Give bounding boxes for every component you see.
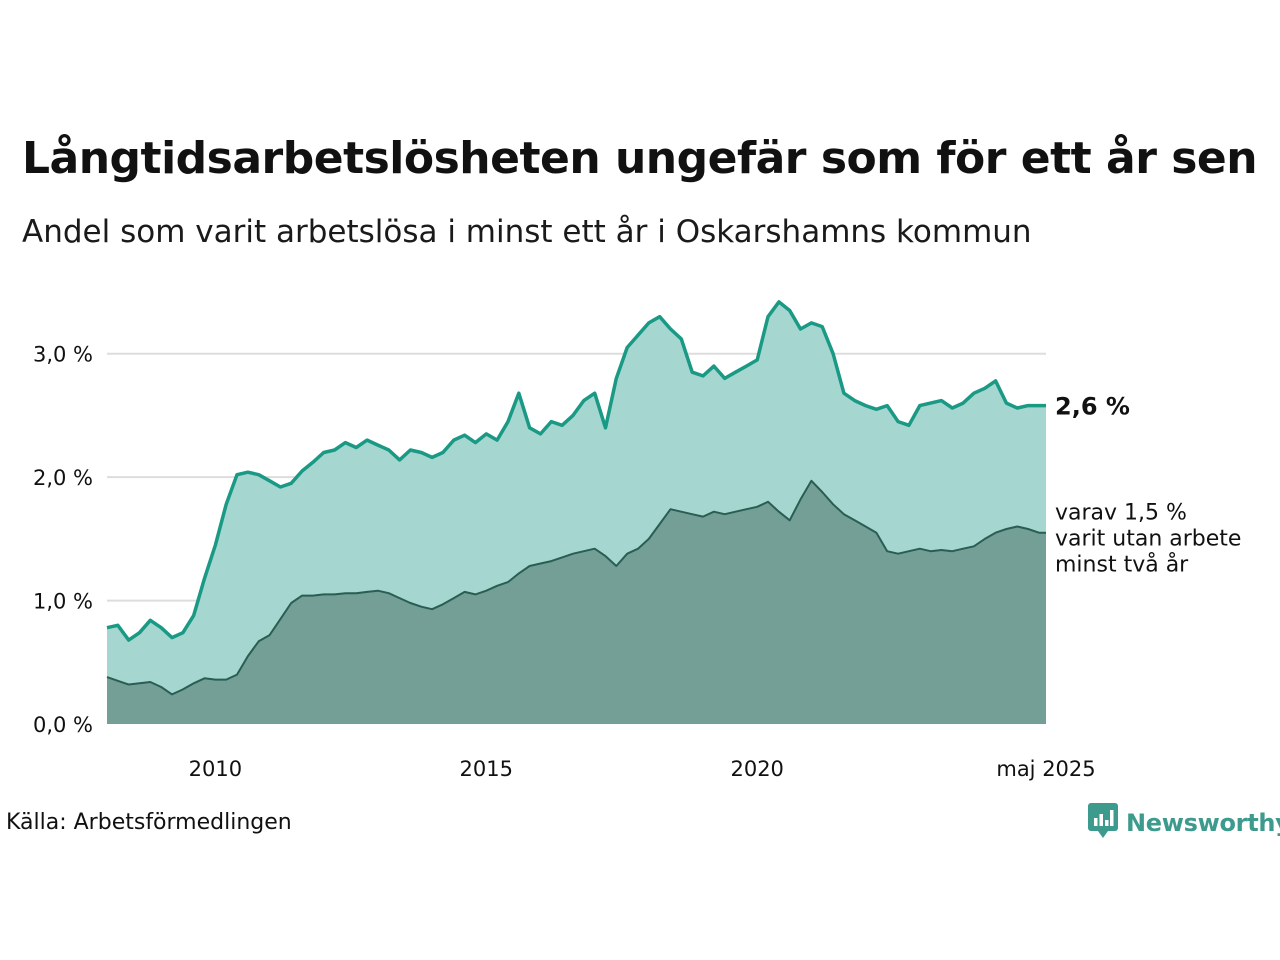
x-tick-label: 2015	[460, 757, 513, 781]
note-line: varit utan arbete	[1055, 527, 1241, 552]
x-tick-label: maj 2025	[996, 757, 1095, 781]
note-line: varav 1,5 %	[1055, 501, 1187, 526]
x-axis-ticks: 2010 2015 2020 maj 2025	[189, 757, 1096, 781]
bar-chart-speech-bubble-icon	[1088, 803, 1118, 843]
y-tick-label: 2,0 %	[33, 466, 93, 490]
area-minst-tva-ar	[107, 480, 1046, 724]
note-line: minst två år	[1055, 552, 1189, 578]
y-tick-label: 1,0 %	[33, 590, 93, 614]
chart-subtitle: Andel som varit arbetslösa i minst ett å…	[22, 214, 1032, 250]
x-tick-label: 2020	[730, 757, 783, 781]
y-axis-ticks: 0,0 % 1,0 % 2,0 % 3,0 %	[33, 343, 93, 737]
brand-name: Newsworthy	[1126, 809, 1280, 837]
y-tick-label: 0,0 %	[33, 713, 93, 737]
end-value-label: 2,6 %	[1055, 393, 1130, 421]
brand-logo[interactable]: Newsworthy	[1088, 803, 1280, 843]
x-tick-label: 2010	[189, 757, 242, 781]
line-minst-tva-ar	[106, 479, 1046, 696]
source-text: Källa: Arbetsförmedlingen	[6, 810, 292, 835]
y-tick-label: 3,0 %	[33, 343, 93, 367]
line-min-ett-ar	[106, 300, 1046, 642]
chart-title: Långtidsarbetslösheten ungefär som för e…	[22, 133, 1258, 184]
